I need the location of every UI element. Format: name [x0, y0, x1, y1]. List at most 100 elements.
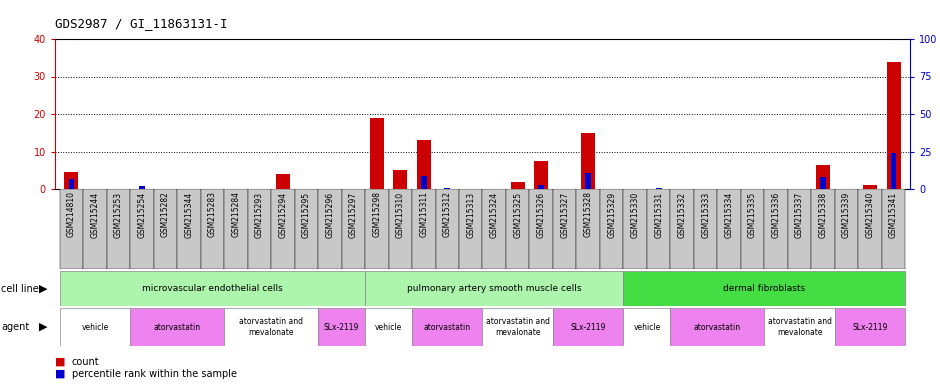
- Bar: [83, 189, 106, 269]
- Text: cell line: cell line: [1, 283, 39, 293]
- Bar: [553, 189, 576, 269]
- Text: GSM215295: GSM215295: [302, 191, 311, 238]
- Text: GSM215333: GSM215333: [701, 191, 710, 238]
- Text: GSM215298: GSM215298: [372, 191, 382, 237]
- Text: GSM215340: GSM215340: [866, 191, 874, 238]
- Text: ■: ■: [55, 369, 69, 379]
- Bar: [130, 189, 153, 269]
- Text: GSM215326: GSM215326: [537, 191, 546, 238]
- Bar: [506, 189, 529, 269]
- Bar: [369, 118, 384, 189]
- Bar: [388, 189, 412, 269]
- Text: GSM215324: GSM215324: [490, 191, 499, 238]
- Bar: [717, 189, 741, 269]
- Bar: [882, 189, 905, 269]
- Bar: [863, 185, 877, 189]
- Bar: [670, 189, 694, 269]
- Text: GSM215330: GSM215330: [631, 191, 640, 238]
- Text: GSM215327: GSM215327: [560, 191, 570, 238]
- Bar: [600, 189, 623, 269]
- Text: GSM215284: GSM215284: [231, 191, 241, 237]
- Text: microvascular endothelial cells: microvascular endothelial cells: [142, 284, 283, 293]
- Bar: [60, 271, 365, 306]
- Text: SLx-2119: SLx-2119: [324, 323, 359, 331]
- Text: GSM215294: GSM215294: [278, 191, 288, 238]
- Text: GSM215331: GSM215331: [654, 191, 663, 238]
- Text: ■: ■: [55, 357, 69, 367]
- Text: GSM215332: GSM215332: [678, 191, 686, 238]
- Bar: [393, 170, 407, 189]
- Text: GSM215337: GSM215337: [795, 191, 804, 238]
- Text: GSM214810: GSM214810: [67, 191, 76, 237]
- Bar: [65, 172, 78, 189]
- Bar: [365, 189, 388, 269]
- Bar: [153, 189, 177, 269]
- Text: GSM215334: GSM215334: [725, 191, 733, 238]
- Bar: [886, 61, 901, 189]
- Bar: [764, 308, 835, 346]
- Text: vehicle: vehicle: [81, 323, 108, 331]
- Text: GSM215282: GSM215282: [161, 191, 170, 237]
- Text: GSM215339: GSM215339: [842, 191, 851, 238]
- Bar: [435, 189, 459, 269]
- Bar: [553, 308, 623, 346]
- Text: agent: agent: [1, 322, 29, 332]
- Text: dermal fibroblasts: dermal fibroblasts: [723, 284, 806, 293]
- Bar: [576, 189, 600, 269]
- Bar: [656, 187, 662, 189]
- Text: GSM215312: GSM215312: [443, 191, 452, 237]
- Bar: [788, 189, 811, 269]
- Bar: [510, 182, 525, 189]
- Text: GSM215338: GSM215338: [819, 191, 827, 238]
- Bar: [623, 308, 670, 346]
- Bar: [764, 189, 788, 269]
- Text: atorvastatin and
mevalonate: atorvastatin and mevalonate: [768, 317, 832, 337]
- Bar: [130, 308, 224, 346]
- Bar: [365, 308, 412, 346]
- Bar: [318, 308, 365, 346]
- Bar: [816, 165, 830, 189]
- Bar: [670, 308, 764, 346]
- Text: GSM215293: GSM215293: [255, 191, 264, 238]
- Bar: [459, 189, 482, 269]
- Bar: [224, 189, 247, 269]
- Text: percentile rank within the sample: percentile rank within the sample: [72, 369, 237, 379]
- Bar: [106, 189, 130, 269]
- Bar: [482, 189, 506, 269]
- Text: GSM215328: GSM215328: [584, 191, 593, 237]
- Text: pulmonary artery smooth muscle cells: pulmonary artery smooth muscle cells: [407, 284, 582, 293]
- Bar: [139, 186, 145, 189]
- Bar: [224, 308, 318, 346]
- Bar: [647, 189, 670, 269]
- Text: count: count: [72, 357, 100, 367]
- Bar: [341, 189, 365, 269]
- Text: GSM215341: GSM215341: [889, 191, 898, 238]
- Text: atorvastatin and
mevalonate: atorvastatin and mevalonate: [486, 317, 550, 337]
- Bar: [586, 172, 591, 189]
- Text: GSM215296: GSM215296: [325, 191, 335, 238]
- Bar: [694, 189, 717, 269]
- Text: GSM215329: GSM215329: [607, 191, 617, 238]
- Text: vehicle: vehicle: [375, 323, 402, 331]
- Text: GSM215325: GSM215325: [513, 191, 523, 238]
- Bar: [623, 271, 905, 306]
- Text: atorvastatin: atorvastatin: [694, 323, 741, 331]
- Bar: [416, 140, 431, 189]
- Bar: [177, 189, 200, 269]
- Text: ▶: ▶: [39, 283, 47, 293]
- Text: GSM215283: GSM215283: [208, 191, 217, 237]
- Bar: [529, 189, 553, 269]
- Bar: [271, 189, 294, 269]
- Bar: [539, 185, 544, 189]
- Text: vehicle: vehicle: [634, 323, 661, 331]
- Bar: [741, 189, 764, 269]
- Bar: [247, 189, 271, 269]
- Text: GSM215254: GSM215254: [137, 191, 147, 238]
- Text: GSM215311: GSM215311: [419, 191, 429, 237]
- Bar: [60, 189, 83, 269]
- Bar: [623, 189, 647, 269]
- Bar: [275, 174, 290, 189]
- Bar: [294, 189, 318, 269]
- Bar: [421, 176, 427, 189]
- Bar: [200, 189, 224, 269]
